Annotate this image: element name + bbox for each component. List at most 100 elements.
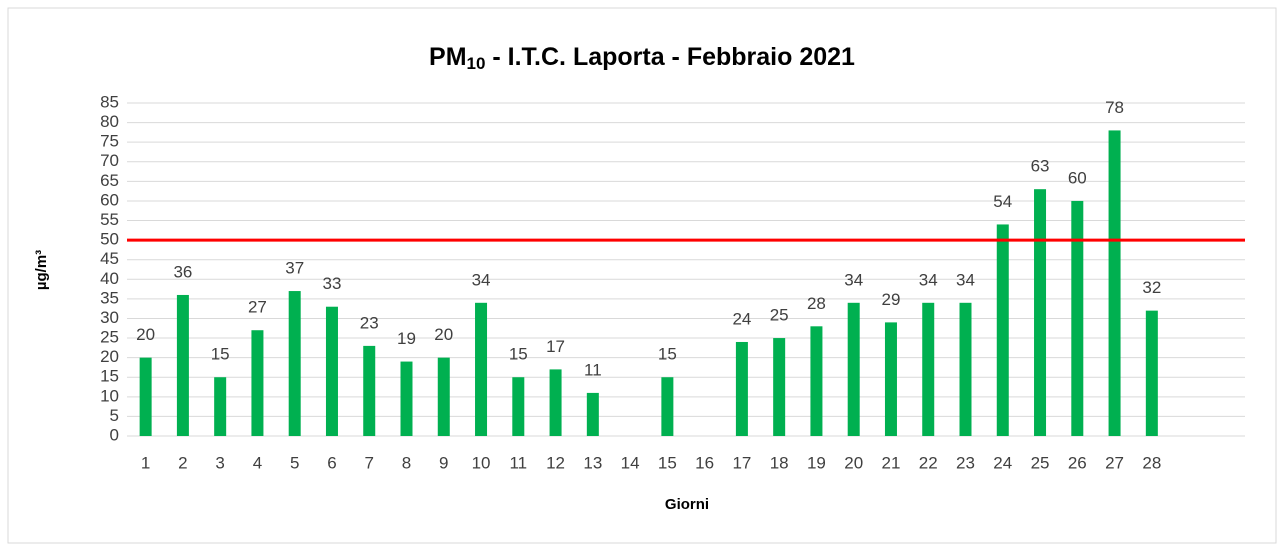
bar [959, 302, 972, 436]
bar [586, 392, 599, 436]
x-tick-label: 17 [732, 453, 751, 472]
bar [400, 361, 413, 436]
bar [288, 291, 301, 436]
y-tick-label: 55 [100, 210, 119, 229]
bar [251, 330, 264, 436]
y-tick-label: 20 [100, 347, 119, 366]
x-tick-label: 23 [956, 453, 975, 472]
bar [884, 322, 897, 436]
y-axis-label: µg/m³ [33, 250, 50, 290]
bar [996, 224, 1009, 436]
value-label: 34 [844, 270, 863, 289]
bar [437, 357, 450, 436]
y-tick-label: 60 [100, 190, 119, 209]
value-label: 63 [1031, 157, 1050, 176]
x-tick-label: 11 [509, 453, 527, 472]
x-tick-label: 24 [993, 453, 1012, 472]
x-tick-label: 13 [583, 453, 602, 472]
value-label: 17 [546, 337, 565, 356]
value-label: 60 [1068, 168, 1087, 187]
x-tick-label: 6 [327, 453, 336, 472]
value-label: 27 [248, 298, 267, 317]
chart-title: PM10 - I.T.C. Laporta - Febbraio 2021 [429, 43, 855, 74]
bar [847, 302, 860, 436]
y-tick-label: 0 [110, 425, 119, 444]
bar [363, 345, 376, 436]
bar [773, 338, 786, 436]
bar [810, 326, 823, 436]
x-tick-label: 28 [1142, 453, 1161, 472]
y-tick-label: 45 [100, 249, 119, 268]
x-axis-label: Giorni [665, 496, 709, 513]
bar [1034, 189, 1047, 436]
value-label: 25 [770, 306, 789, 325]
value-label: 29 [882, 290, 901, 309]
value-label: 54 [993, 192, 1012, 211]
x-tick-label: 5 [290, 453, 299, 472]
x-tick-label: 20 [844, 453, 863, 472]
y-tick-label: 35 [100, 288, 119, 307]
chart-border [7, 7, 1277, 544]
x-tick-label: 19 [807, 453, 826, 472]
bar [214, 377, 227, 436]
value-label: 15 [509, 345, 528, 364]
bar [1145, 310, 1158, 436]
value-label: 34 [472, 270, 491, 289]
y-tick-label: 65 [100, 171, 119, 190]
bar [512, 377, 525, 436]
x-tick-label: 16 [695, 453, 714, 472]
y-tick-label: 50 [100, 230, 119, 249]
bar [325, 306, 338, 436]
value-label: 33 [323, 274, 342, 293]
x-tick-label: 9 [439, 453, 448, 472]
y-tick-label: 15 [100, 367, 119, 386]
bar [549, 369, 562, 436]
bar [475, 302, 488, 436]
bar [661, 377, 674, 436]
value-label: 23 [360, 313, 379, 332]
y-tick-label: 70 [100, 151, 119, 170]
x-tick-label: 25 [1031, 453, 1050, 472]
x-tick-label: 3 [215, 453, 224, 472]
y-tick-label: 80 [100, 112, 119, 131]
y-tick-label: 10 [100, 386, 119, 405]
x-tick-label: 27 [1105, 453, 1124, 472]
value-label: 15 [211, 345, 230, 364]
value-label: 11 [584, 360, 602, 379]
value-label: 20 [136, 325, 155, 344]
x-tick-label: 2 [178, 453, 187, 472]
x-tick-label: 26 [1068, 453, 1087, 472]
x-tick-label: 10 [472, 453, 491, 472]
x-tick-label: 21 [882, 453, 901, 472]
y-tick-label: 5 [110, 406, 119, 425]
bar [735, 341, 748, 436]
value-label: 37 [285, 259, 304, 278]
x-tick-label: 18 [770, 453, 789, 472]
bar [176, 294, 189, 436]
y-tick-label: 25 [100, 328, 119, 347]
value-label: 24 [732, 309, 751, 328]
value-label: 28 [807, 294, 826, 313]
y-tick-label: 75 [100, 132, 119, 151]
title-main: PM [429, 43, 467, 71]
value-label: 32 [1142, 278, 1161, 297]
title-sub: 10 [467, 54, 486, 73]
value-label: 34 [956, 270, 975, 289]
bar [1071, 200, 1084, 436]
bar [139, 357, 152, 436]
value-label: 36 [173, 262, 192, 281]
x-tick-label: 22 [919, 453, 938, 472]
bar [922, 302, 935, 436]
y-tick-label: 40 [100, 269, 119, 288]
value-label: 34 [919, 270, 938, 289]
value-label: 15 [658, 345, 677, 364]
value-label: 19 [397, 329, 416, 348]
y-tick-label: 85 [100, 92, 119, 111]
x-tick-label: 4 [253, 453, 262, 472]
x-tick-label: 7 [364, 453, 373, 472]
x-tick-label: 15 [658, 453, 677, 472]
y-tick-label: 30 [100, 308, 119, 327]
x-tick-label: 12 [546, 453, 565, 472]
x-tick-label: 1 [141, 453, 150, 472]
